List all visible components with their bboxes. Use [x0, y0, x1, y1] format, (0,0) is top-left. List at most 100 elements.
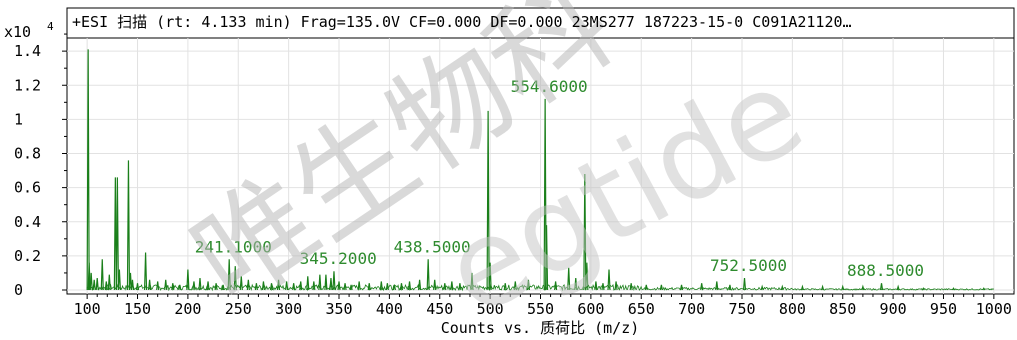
- spectrum-peak: [299, 281, 303, 291]
- peak-labels: 241.1000 345.2000 438.5000 554.6000 752.5000…: [195, 77, 924, 280]
- y-tick-label: 1.4: [14, 42, 41, 60]
- y-tick-label: 0.8: [14, 145, 41, 163]
- spectrum-peak: [318, 274, 322, 291]
- y-tick-label: 0.4: [14, 213, 41, 231]
- spectrum-peak: [227, 259, 231, 291]
- y-tick-label: 1.2: [14, 76, 41, 94]
- y-tick-label: 0.6: [14, 179, 41, 197]
- spectrum-peak: [329, 278, 333, 291]
- spectrum-peak: [164, 279, 168, 291]
- x-tick-label: 1000: [976, 300, 1012, 318]
- spectrum-peak: [470, 272, 474, 291]
- spectrum-peak: [760, 284, 764, 291]
- x-tick-label: 600: [577, 300, 604, 318]
- spectrum-peak: [95, 278, 99, 291]
- spectrum-peak: [126, 160, 131, 291]
- spectrum-peak: [659, 284, 663, 291]
- spectrum-peak: [254, 283, 258, 291]
- spectrum-peak: [117, 269, 121, 291]
- spectrum-peak: [567, 267, 571, 291]
- spectrum-peak: [544, 225, 549, 291]
- spectrum-peak: [614, 281, 618, 291]
- spectrum-peak: [357, 281, 361, 291]
- spectrum-peak: [89, 272, 93, 291]
- spectrum-peak: [433, 279, 437, 291]
- x-tick-label: 650: [628, 300, 655, 318]
- x-tick-label: 950: [930, 300, 957, 318]
- spectrum-peak: [601, 283, 605, 291]
- peak-label: 554.6000: [511, 77, 588, 96]
- spectrum-peak: [233, 266, 237, 291]
- spectrum-peak: [644, 284, 648, 291]
- spectrum-peak: [113, 177, 117, 291]
- x-tick-label: 850: [829, 300, 856, 318]
- spectrum-peak: [629, 283, 633, 291]
- y-multiplier-label: x10: [4, 23, 31, 41]
- x-tick-label: 300: [275, 300, 302, 318]
- x-tick-label: 750: [728, 300, 755, 318]
- spectrum-peak: [130, 279, 135, 291]
- x-tick-label: 250: [225, 300, 252, 318]
- spectrum-peak: [87, 262, 91, 291]
- spectrum-peak: [128, 272, 133, 291]
- spectrum-peak: [312, 281, 316, 291]
- spectrum-peak: [896, 284, 900, 291]
- chart-title: +ESI 扫描 (rt: 4.133 min) Frag=135.0V CF=0…: [72, 13, 852, 31]
- spectrum-peak: [385, 283, 389, 291]
- spectrum-peak: [107, 274, 111, 291]
- spectrum-peak: [488, 262, 492, 291]
- spectrum-peak: [458, 283, 462, 291]
- spectrum-peak: [156, 281, 160, 291]
- spectrum-peak: [554, 281, 558, 291]
- spectrum-peak: [246, 279, 250, 291]
- x-tick-label: 150: [124, 300, 151, 318]
- spectrum-peak: [379, 281, 383, 291]
- spectrum-peak: [214, 283, 218, 291]
- spectrum-peak: [443, 283, 447, 291]
- spectrum-peak: [418, 279, 422, 291]
- spectrum-peak: [239, 276, 243, 291]
- spectrum-peak: [285, 281, 289, 291]
- spectrum-peak: [841, 284, 845, 291]
- spectrum-peak: [367, 283, 371, 291]
- spectrum-peak: [343, 283, 347, 291]
- spectrum-peak: [100, 259, 104, 291]
- peak-label: 888.5000: [847, 261, 924, 280]
- spectrum-peak: [952, 287, 956, 291]
- spectrum-peak: [86, 49, 90, 291]
- x-tick-label: 900: [880, 300, 907, 318]
- x-tick-label: 200: [174, 300, 201, 318]
- peak-label: 241.1000: [195, 237, 272, 256]
- spectrum-peak: [574, 278, 578, 291]
- spectrum-peak: [503, 283, 507, 291]
- x-tick-label: 100: [74, 300, 101, 318]
- spectrum-peak: [715, 281, 719, 291]
- x-tick-label: 450: [426, 300, 453, 318]
- spectrum-peak: [198, 278, 202, 291]
- spectrum-peak: [700, 283, 704, 291]
- spectrum-peak: [221, 284, 225, 291]
- spectrum-peak: [513, 281, 517, 291]
- spectrum-peak: [728, 284, 732, 291]
- y-multiplier-exponent: 4: [47, 20, 54, 33]
- spectrum-peak: [679, 284, 684, 291]
- spectrum-peak: [486, 110, 490, 291]
- spectrum-peak: [115, 177, 119, 291]
- spectrum-peak: [261, 281, 266, 291]
- spectrum-peak: [742, 278, 747, 291]
- spectrum-peak: [206, 281, 210, 291]
- peak-label: 752.5000: [710, 256, 787, 275]
- peak-label: 345.2000: [300, 249, 377, 268]
- axis-ticks: 100 150 200 250 300 350 400 450 500 550 600 650 700 7…: [14, 33, 1012, 318]
- spectrum-peak: [526, 279, 531, 291]
- spectrum-peak: [337, 281, 341, 291]
- x-tick-label: 350: [325, 300, 352, 318]
- spectrum-peak: [426, 259, 430, 291]
- spectrum-peak: [594, 281, 598, 291]
- grid: [67, 38, 1014, 294]
- y-tick-label: 0: [14, 281, 23, 299]
- x-tick-label: 700: [678, 300, 705, 318]
- x-tick-label: 800: [779, 300, 806, 318]
- spectrum-peak: [349, 284, 353, 291]
